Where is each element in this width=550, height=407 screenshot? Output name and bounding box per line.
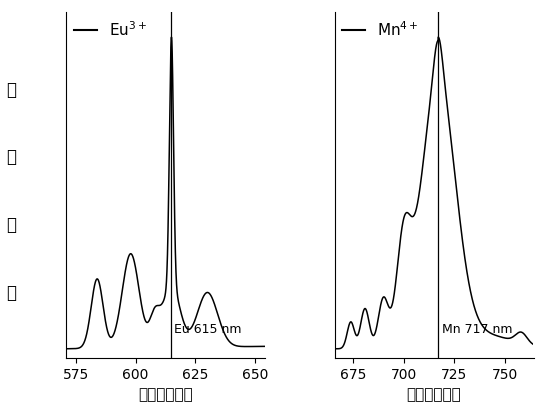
Text: 强: 强 <box>6 216 16 234</box>
Text: Eu 615 nm: Eu 615 nm <box>174 323 241 336</box>
Legend: Mn$^{4+}$: Mn$^{4+}$ <box>339 17 422 42</box>
X-axis label: 波长（纳米）: 波长（纳米） <box>406 387 461 403</box>
Text: 光: 光 <box>6 149 16 166</box>
Text: 发: 发 <box>6 81 16 98</box>
Legend: Eu$^{3+}$: Eu$^{3+}$ <box>70 17 150 42</box>
Text: Mn 717 nm: Mn 717 nm <box>442 323 513 336</box>
Text: 度: 度 <box>6 284 16 302</box>
X-axis label: 波长（纳米）: 波长（纳米） <box>138 387 193 403</box>
